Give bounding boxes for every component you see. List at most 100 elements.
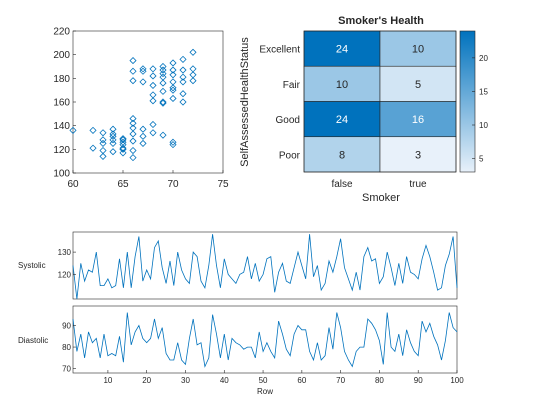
stacked-xtick-label: 30	[181, 376, 190, 385]
scatter-ytick-label: 220	[53, 27, 70, 38]
scatter-point	[129, 67, 137, 75]
scatter-point	[129, 146, 137, 155]
scatter-point	[109, 125, 117, 133]
colorbar-ticks: 5 10 15 20	[472, 54, 488, 164]
scatter-xtick-label: 70	[167, 179, 179, 190]
heatmap-labels: Excellent Fair Good Poor false true	[259, 45, 427, 190]
scatter-point	[159, 98, 167, 106]
scatter-point	[149, 120, 157, 129]
heatmap-cell-value: 3	[415, 149, 421, 161]
diastolic-label: Diastolic	[18, 336, 48, 345]
stacked-xtick-label: 100	[450, 376, 464, 385]
scatter-ytick-label: 140	[53, 121, 70, 132]
scatter-point	[99, 136, 107, 144]
scatter-point	[129, 57, 137, 65]
heatmap-xtick-label: false	[331, 179, 353, 190]
heatmap-cell-value: 24	[336, 44, 348, 56]
scatter-point	[179, 66, 187, 74]
scatter-point	[159, 131, 167, 139]
scatter-ytick-label: 100	[53, 169, 70, 180]
scatter-point	[119, 144, 127, 152]
scatter-ytick-label: 160	[53, 98, 70, 109]
stacked-ytick-label: 130	[58, 248, 72, 257]
scatter-point	[99, 152, 107, 160]
systolic-label: Systolic	[18, 261, 46, 270]
scatter-point	[179, 90, 187, 98]
heatmap-cell-value: 5	[415, 79, 421, 91]
scatter-xtick-label: 65	[117, 179, 129, 190]
scatter-point	[99, 129, 107, 137]
scatter-point	[129, 115, 137, 123]
stacked-xtick-label: 80	[375, 376, 384, 385]
scatter-point	[129, 137, 137, 145]
stacked-xtick-label: 70	[336, 376, 345, 385]
stacked-xtick-label: 60	[297, 376, 306, 385]
scatter-point	[129, 77, 137, 85]
heatmap-box	[303, 30, 457, 173]
heatmap-axes: Smoker's Health 24 10 10 5 24 16 8 3 Excellent F…	[239, 15, 488, 204]
scatter-point	[159, 99, 167, 107]
heatmap-cell	[303, 136, 381, 173]
scatter-point	[169, 66, 177, 74]
scatter-point	[169, 138, 177, 146]
scatter-point	[139, 132, 147, 140]
stacked-ytick-label: 90	[62, 321, 71, 330]
scatter-ticks: 60 65 70 75 100 120 140 160 180 200 220	[53, 27, 229, 191]
heatmap-ytick-label: Poor	[279, 150, 301, 161]
heatmap-cell	[303, 101, 381, 138]
heatmap-xlabel: Smoker	[362, 192, 400, 204]
scatter-point	[149, 65, 157, 73]
scatter-point	[169, 94, 177, 103]
scatter-point	[159, 62, 167, 71]
colorbar	[459, 30, 476, 173]
scatter-ytick-label: 180	[53, 74, 70, 85]
scatter-plot-box	[72, 30, 224, 174]
scatter-point	[169, 71, 177, 79]
scatter-point	[169, 59, 177, 67]
scatter-point	[109, 130, 117, 138]
scatter-point	[169, 84, 177, 92]
heatmap-cell	[303, 65, 381, 102]
scatter-point	[119, 141, 127, 149]
heatmap-cell-value: 24	[336, 114, 348, 126]
stacked-xlabel: Row	[257, 387, 273, 396]
stacked-xtick-label: 20	[142, 376, 151, 385]
scatter-point	[139, 125, 147, 133]
scatter-point	[179, 73, 187, 81]
scatter-ytick-label: 120	[53, 145, 70, 156]
heatmap-title: Smoker's Health	[338, 15, 424, 27]
heatmap-xtick-label: true	[409, 179, 427, 190]
scatter-point	[159, 70, 167, 78]
heatmap-ytick-label: Good	[276, 115, 300, 126]
scatter-point	[119, 136, 127, 144]
scatter-xtick-label: 60	[67, 179, 79, 190]
scatter-point	[159, 87, 167, 95]
scatter-point	[179, 98, 187, 106]
scatter-point	[189, 48, 197, 56]
scatter-point	[69, 126, 77, 134]
scatter-point	[109, 139, 117, 147]
scatter-point	[89, 126, 97, 134]
scatter-point	[159, 66, 167, 74]
scatter-point	[149, 97, 157, 105]
heatmap-cell	[379, 136, 457, 173]
heatmap-ytick-label: Excellent	[259, 45, 300, 56]
stacked-xtick-label: 90	[414, 376, 423, 385]
scatter-point	[139, 65, 147, 73]
scatter-points	[69, 48, 197, 162]
scatter-ytick-label: 200	[53, 50, 70, 61]
diastolic-axes-box	[72, 305, 458, 374]
scatter-point	[159, 73, 167, 81]
stacked-plot: 120 130 70 80 90 10 20 30 40 50 60 70 80 90 100 Systol…	[18, 231, 464, 396]
scatter-point	[129, 130, 137, 138]
colorbar-tick-label: 10	[479, 121, 488, 130]
stacked-ytick-label: 80	[62, 343, 71, 352]
scatter-xtick-label: 75	[217, 179, 229, 190]
scatter-point	[99, 139, 107, 147]
scatter-point	[109, 136, 117, 144]
scatter-point	[119, 149, 127, 157]
colorbar-tick-label: 5	[479, 155, 484, 164]
stacked-xtick-label: 10	[103, 376, 112, 385]
series-line-systolic	[72, 234, 458, 300]
stacked-ytick-label: 120	[58, 270, 72, 279]
